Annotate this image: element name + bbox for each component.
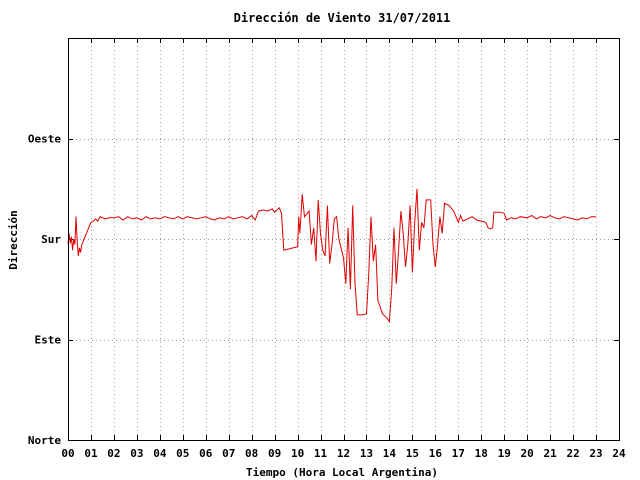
x-tick-labels: 00 01 02 03 04 05 06 07 08 09 10 11 12 13 14 15 16 17 18 19… — [61, 447, 626, 460]
x-tick-label: 12 — [337, 447, 350, 460]
x-tick-label: 15 — [406, 447, 419, 460]
x-tick-label: 09 — [268, 447, 281, 460]
chart-title: Dirección de Viento 31/07/2011 — [234, 11, 451, 25]
y-axis-label: Dirección — [7, 210, 20, 270]
y-tick-label: Norte — [28, 434, 61, 447]
series-layer — [67, 188, 596, 324]
x-tick-label: 14 — [383, 447, 397, 460]
plot-frame — [68, 38, 620, 441]
x-tick-label: 01 — [84, 447, 98, 460]
x-tick-label: 11 — [314, 447, 328, 460]
x-tick-label: 16 — [429, 447, 443, 460]
x-tick-label: 17 — [452, 447, 465, 460]
series-line — [67, 188, 596, 324]
y-tick-label: Este — [35, 334, 62, 347]
x-tick-label: 23 — [589, 447, 602, 460]
x-tick-label: 04 — [153, 447, 167, 460]
y-tick-label: Sur — [41, 233, 61, 246]
x-tick-label: 10 — [291, 447, 304, 460]
x-tick-label: 06 — [199, 447, 213, 460]
x-tick-label: 21 — [544, 447, 558, 460]
x-tick-label: 24 — [612, 447, 626, 460]
x-tick-label: 02 — [107, 447, 120, 460]
grid-lines — [68, 38, 619, 440]
x-tick-label: 22 — [566, 447, 579, 460]
x-tick-label: 18 — [475, 447, 488, 460]
x-axis-label: Tiempo (Hora Local Argentina) — [246, 466, 438, 479]
x-tick-label: 00 — [61, 447, 74, 460]
x-tick-label: 20 — [521, 447, 534, 460]
y-tick-labels: Norte Este Sur Oeste — [28, 133, 61, 448]
x-tick-label: 19 — [498, 447, 511, 460]
x-tick-label: 03 — [130, 447, 143, 460]
x-tick-label: 13 — [360, 447, 373, 460]
x-tick-label: 07 — [222, 447, 235, 460]
x-tick-label: 05 — [176, 447, 189, 460]
x-tick-label: 08 — [245, 447, 258, 460]
y-tick-label: Oeste — [28, 133, 61, 146]
